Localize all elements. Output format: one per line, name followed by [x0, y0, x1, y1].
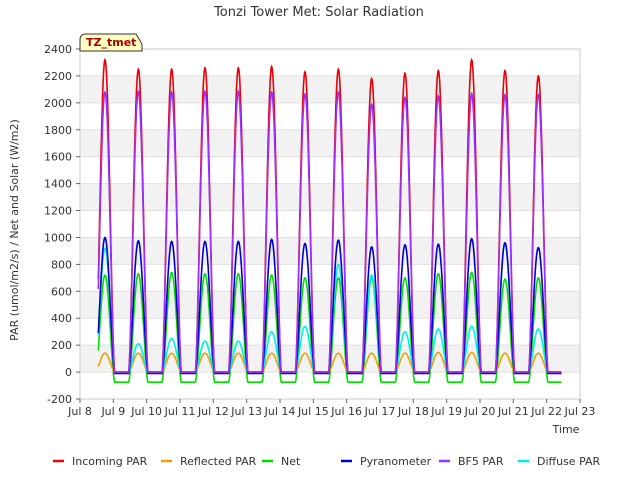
x-tick-label: Jul 14 — [264, 405, 296, 418]
legend-label: Pyranometer — [360, 455, 432, 468]
grid-band — [80, 49, 580, 76]
y-tick-label: 600 — [51, 285, 72, 298]
y-tick-label: 2200 — [44, 70, 72, 83]
x-tick-label: Jul 23 — [564, 405, 596, 418]
y-tick-label: 200 — [51, 339, 72, 352]
plot-frame — [79, 48, 581, 400]
legend-label: Net — [281, 455, 301, 468]
x-axis-label: Time — [552, 423, 580, 436]
x-tick-label: Jul 18 — [397, 405, 429, 418]
x-tick-label: Jul 21 — [497, 405, 529, 418]
legend-label: BF5 PAR — [458, 455, 504, 468]
y-tick-label: 2000 — [44, 97, 72, 110]
x-tick-label: Jul 8 — [67, 405, 92, 418]
x-tick-label: Jul 19 — [430, 405, 462, 418]
x-axis: Jul 8 Jul 9 Jul 10 Jul 11 Jul 12 Jul 13 Jul 14… — [67, 399, 595, 418]
grid-band — [80, 237, 580, 265]
y-tick-label: -200 — [47, 393, 72, 406]
station-badge-label: TZ_tmet — [86, 36, 136, 49]
chart-title: Tonzi Tower Met: Solar Radiation — [213, 5, 424, 20]
y-tick-label: 2400 — [44, 43, 72, 56]
y-tick-label: 400 — [51, 312, 72, 325]
grid-band — [80, 210, 580, 238]
y-tick-label: 0 — [65, 366, 72, 379]
grid-band — [80, 75, 580, 103]
x-tick-label: Jul 15 — [297, 405, 329, 418]
x-tick-label: Jul 11 — [164, 405, 196, 418]
y-tick-label: 1000 — [44, 231, 72, 244]
x-tick-label: Jul 9 — [100, 405, 125, 418]
y-axis: -200 0 200 400 600 800 1000 1200 1400 1600 1800 200… — [44, 43, 80, 406]
legend-label: Incoming PAR — [72, 455, 148, 468]
grid-band — [80, 129, 580, 157]
y-tick-label: 1600 — [44, 151, 72, 164]
grid-band — [80, 156, 580, 184]
x-tick-label: Jul 16 — [330, 405, 362, 418]
x-tick-label: Jul 17 — [364, 405, 396, 418]
station-badge: TZ_tmet — [79, 33, 143, 52]
x-tick-label: Jul 13 — [230, 405, 262, 418]
x-tick-label: Jul 20 — [464, 405, 496, 418]
legend-label: Reflected PAR — [180, 455, 257, 468]
legend: Incoming PAR Reflected PAR Net Pyranometer B… — [53, 455, 601, 468]
x-tick-label: Jul 22 — [530, 405, 562, 418]
y-tick-label: 800 — [51, 258, 72, 271]
legend-label: Diffuse PAR — [537, 455, 601, 468]
x-tick-label: Jul 10 — [130, 405, 162, 418]
series-line-net — [97, 271, 562, 384]
grid-band — [80, 291, 580, 319]
y-axis-label: PAR (umol/m2/s) / Net and Solar (W/m2) — [8, 119, 21, 341]
series-layer — [97, 57, 562, 384]
y-tick-label: 1200 — [44, 205, 72, 218]
series-line-bf5-par — [97, 89, 562, 373]
y-tick-label: 1800 — [44, 124, 72, 137]
grid-band — [80, 264, 580, 292]
grid-band — [80, 102, 580, 130]
grid-band — [80, 183, 580, 211]
x-tick-label: Jul 12 — [197, 405, 229, 418]
y-tick-label: 1400 — [44, 178, 72, 191]
